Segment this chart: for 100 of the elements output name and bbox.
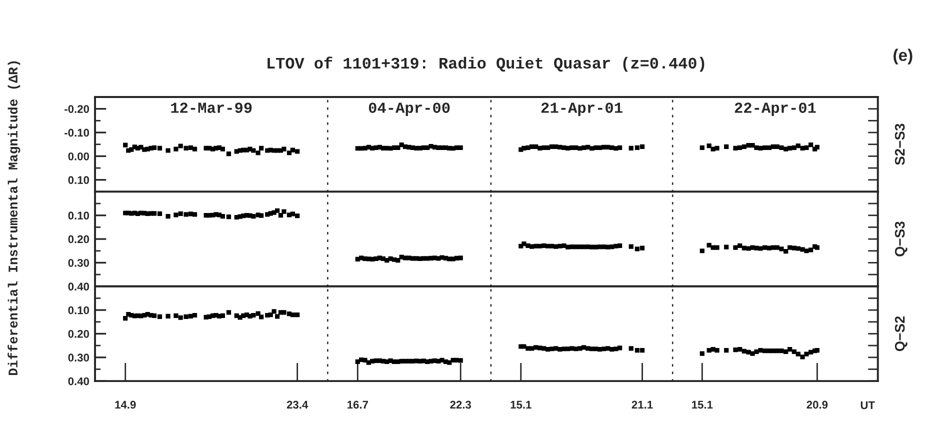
- point: [733, 348, 738, 352]
- point: [226, 214, 232, 220]
- y-tick-label: 0.10: [68, 212, 90, 220]
- y2-axis-title: Q−S2: [894, 316, 908, 352]
- point: [800, 354, 805, 360]
- point: [295, 149, 300, 154]
- point: [174, 313, 178, 318]
- point: [295, 312, 300, 318]
- point: [220, 214, 225, 219]
- point: [724, 244, 729, 250]
- x-tick-label: 21.1: [632, 400, 653, 409]
- point: [123, 142, 128, 148]
- point: [796, 246, 800, 251]
- point: [274, 208, 280, 213]
- point: [152, 145, 157, 150]
- point: [724, 348, 729, 353]
- point: [178, 315, 183, 320]
- chart-subtitle: 22-Apr-01: [734, 102, 816, 116]
- x-axis-title: UT: [860, 401, 875, 410]
- y-tick-label: 0.40: [68, 377, 90, 386]
- point: [804, 248, 809, 254]
- point: [788, 347, 792, 352]
- point: [178, 211, 183, 216]
- point: [192, 312, 198, 318]
- point: [251, 312, 256, 318]
- point: [792, 349, 796, 354]
- point: [282, 310, 286, 315]
- x-tick-label: 16.7: [348, 400, 368, 409]
- x-tick-label: 22.3: [450, 400, 472, 409]
- x-tick-label: 14.9: [115, 400, 136, 409]
- point: [274, 314, 280, 319]
- text: LTOV of 1101+319: Radio Quiet Quasar (z=0.440): [268, 56, 704, 72]
- point: [784, 249, 788, 254]
- y-tick-label: 0.40: [68, 282, 90, 291]
- point: [251, 148, 256, 153]
- point: [192, 146, 198, 152]
- point: [259, 213, 264, 218]
- point: [758, 348, 763, 353]
- chart-subtitle: 21-Apr-01: [541, 102, 622, 116]
- y2-axis-title: S2−S3: [894, 124, 905, 165]
- point: [758, 246, 763, 251]
- point: [184, 314, 188, 319]
- point: [256, 150, 260, 156]
- point: [226, 152, 232, 156]
- point: [295, 214, 300, 218]
- y-tick-label: 0.20: [68, 330, 90, 338]
- point: [178, 144, 183, 148]
- point: [220, 146, 225, 152]
- text: (e): [894, 48, 912, 64]
- point: [714, 348, 720, 353]
- y-tick-label: 0.10: [68, 306, 90, 314]
- y-tick-label: 0.10: [68, 176, 90, 184]
- y-axis-title: Differential Instrumental Magnitude (ΔR): [8, 61, 20, 376]
- point: [290, 212, 295, 216]
- point: [157, 314, 162, 319]
- x-tick-label: 23.4: [286, 400, 308, 409]
- point: [800, 247, 805, 252]
- point: [700, 248, 704, 254]
- point: [174, 146, 178, 152]
- point: [788, 245, 792, 250]
- point: [738, 243, 742, 248]
- point: [220, 313, 225, 318]
- point: [166, 314, 170, 319]
- point: [184, 146, 188, 150]
- point: [762, 245, 768, 250]
- point: [796, 352, 800, 356]
- point: [779, 348, 784, 354]
- chart-subtitle: 04-Apr-00: [368, 102, 450, 116]
- point: [272, 309, 276, 314]
- y2-axis-title: Q−S3: [894, 222, 908, 256]
- x-tick-label: 15.1: [692, 400, 713, 409]
- point: [706, 242, 712, 248]
- point: [259, 146, 264, 150]
- point: [290, 312, 295, 318]
- point: [259, 314, 264, 320]
- point: [808, 248, 814, 252]
- point: [152, 313, 157, 318]
- point: [174, 212, 178, 218]
- y-tick-label: 0.30: [68, 258, 90, 267]
- point: [251, 214, 256, 219]
- point: [762, 348, 768, 354]
- point: [766, 246, 772, 250]
- point: [742, 246, 747, 250]
- point: [700, 351, 704, 356]
- point: [157, 146, 162, 150]
- point: [754, 349, 759, 354]
- point: [282, 209, 286, 214]
- point: [290, 148, 295, 152]
- point: [184, 212, 188, 217]
- point: [714, 245, 720, 250]
- y-tick-label: 0.00: [68, 152, 90, 160]
- point: [742, 348, 747, 354]
- point: [166, 148, 170, 153]
- point: [192, 212, 198, 217]
- y-tick-label: -0.10: [64, 128, 90, 137]
- x-tick-label: 15.1: [510, 400, 532, 409]
- point: [123, 316, 128, 321]
- chart-subtitle: 12-Mar-99: [171, 102, 252, 113]
- point: [784, 349, 788, 354]
- point: [779, 246, 784, 252]
